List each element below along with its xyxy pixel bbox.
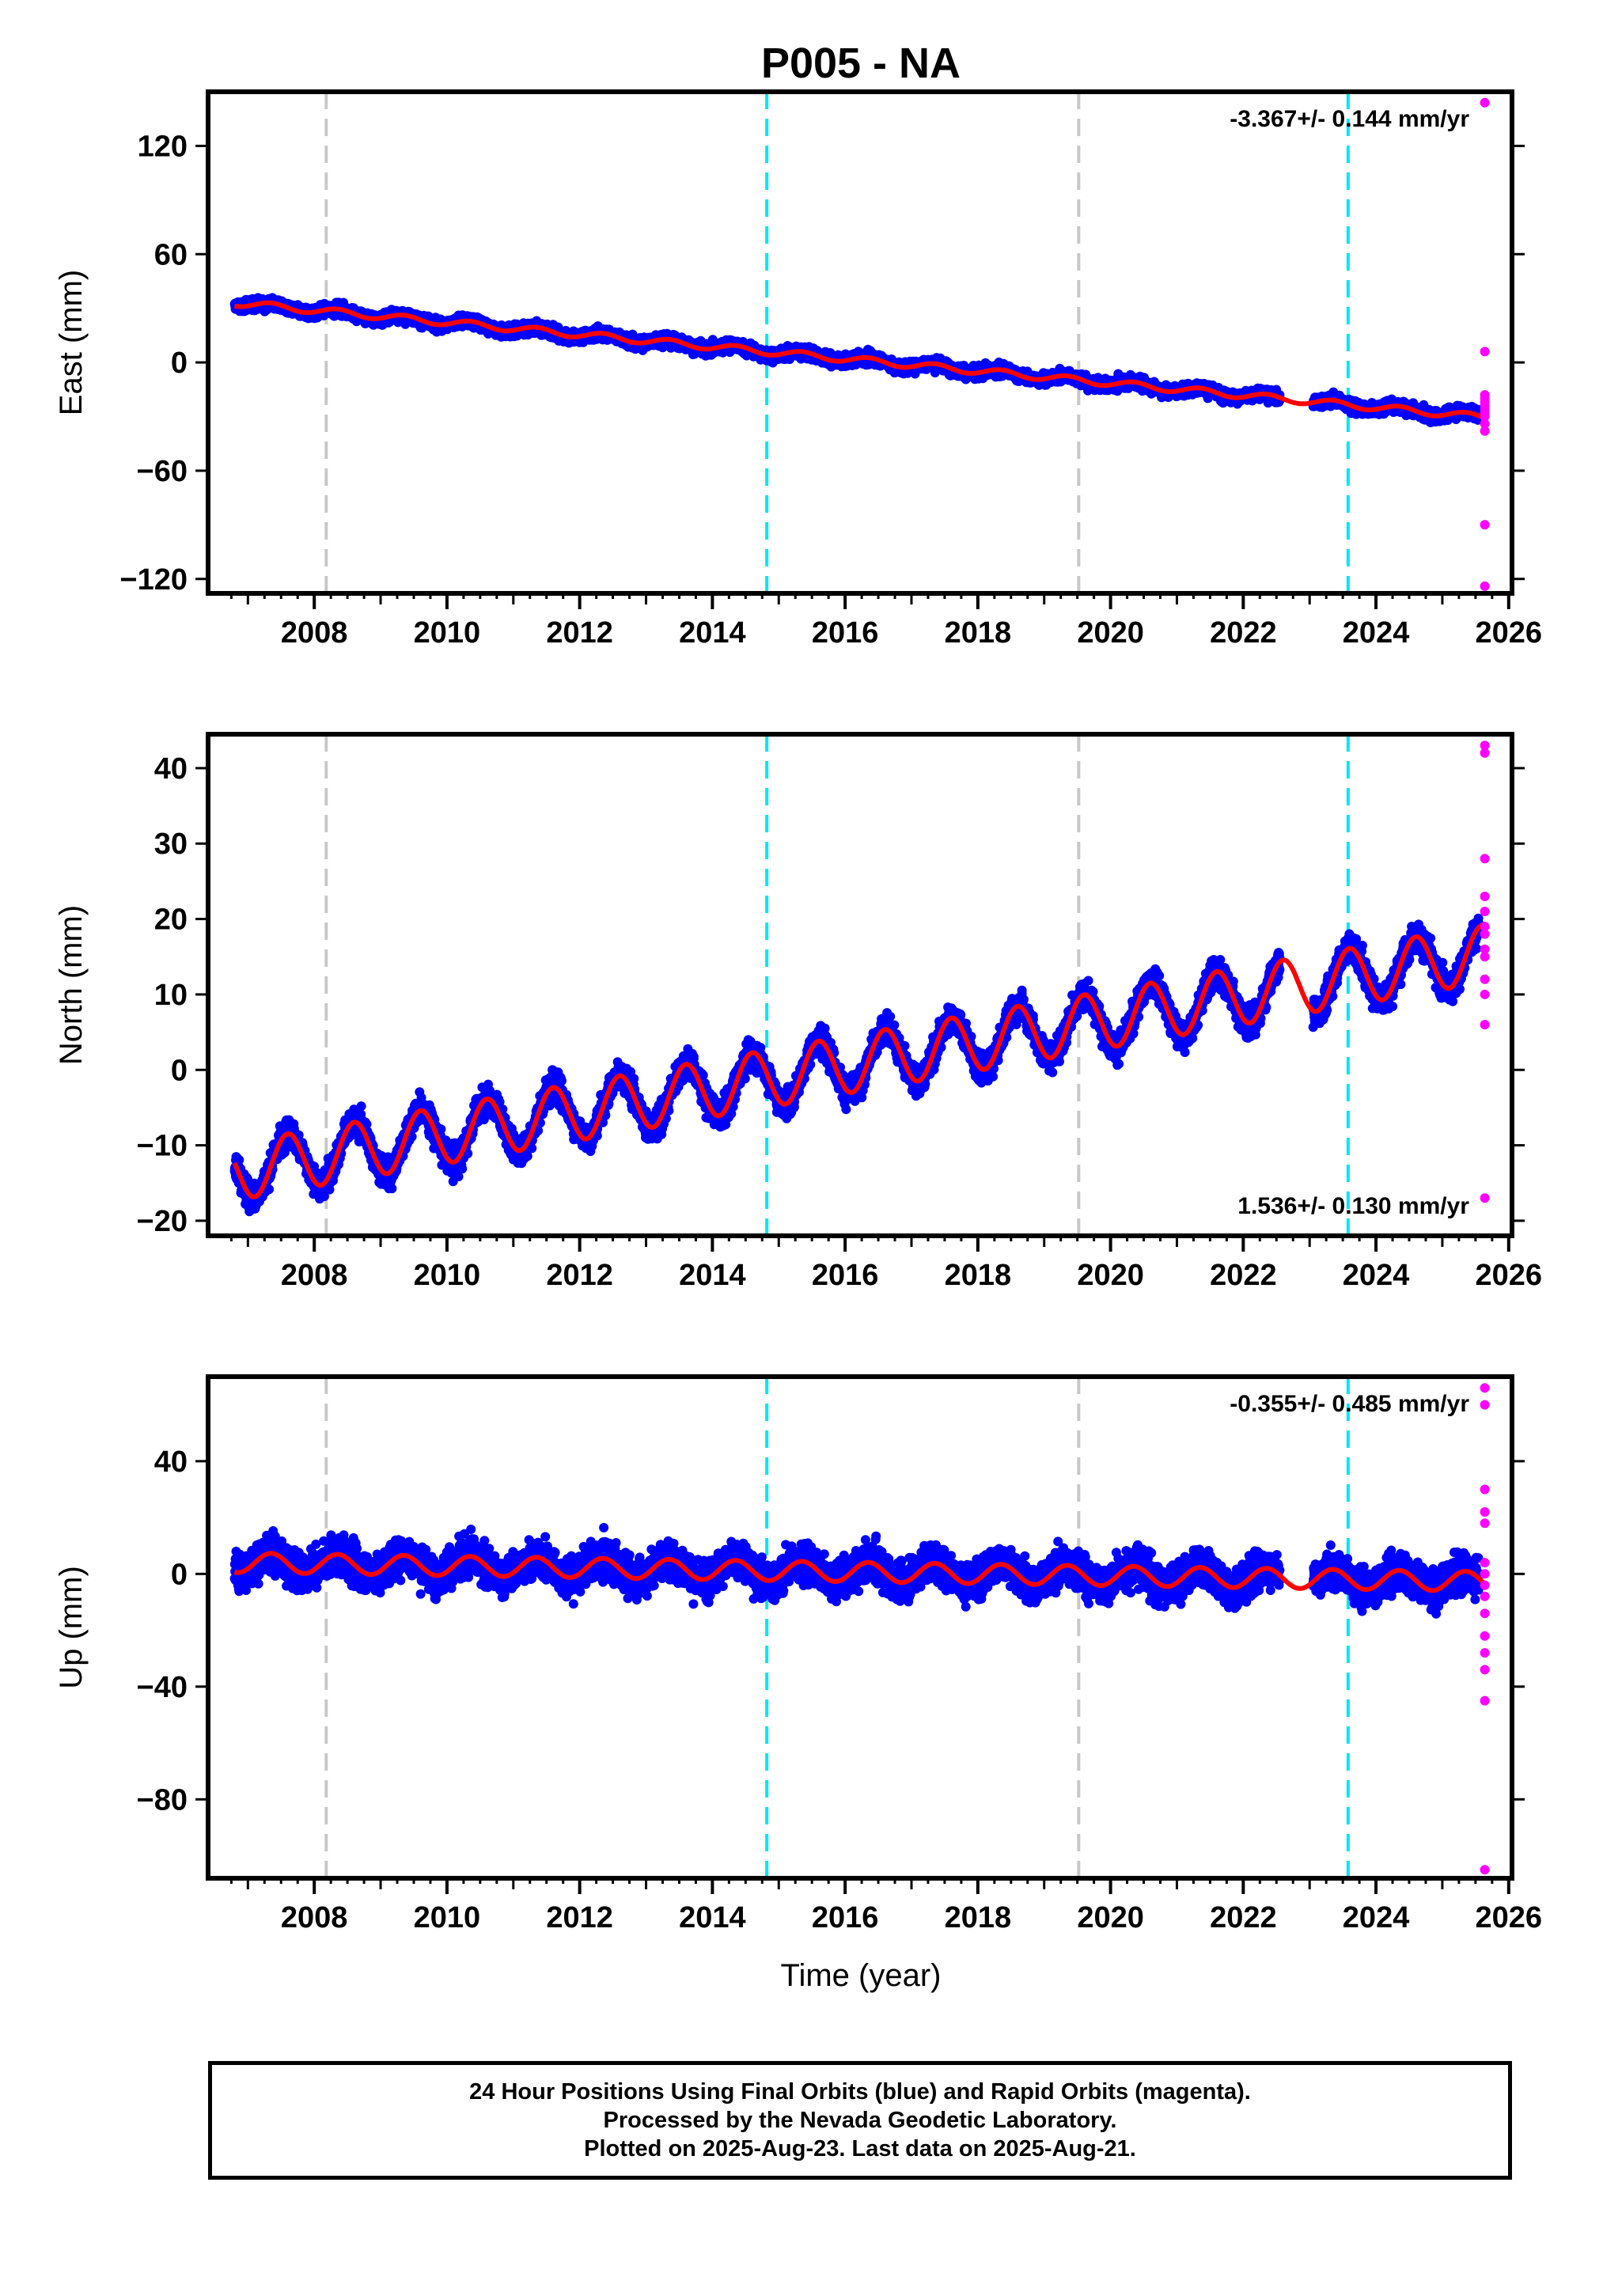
chart-title: P005 - NA [761,40,961,87]
plot-area [229,92,1490,593]
